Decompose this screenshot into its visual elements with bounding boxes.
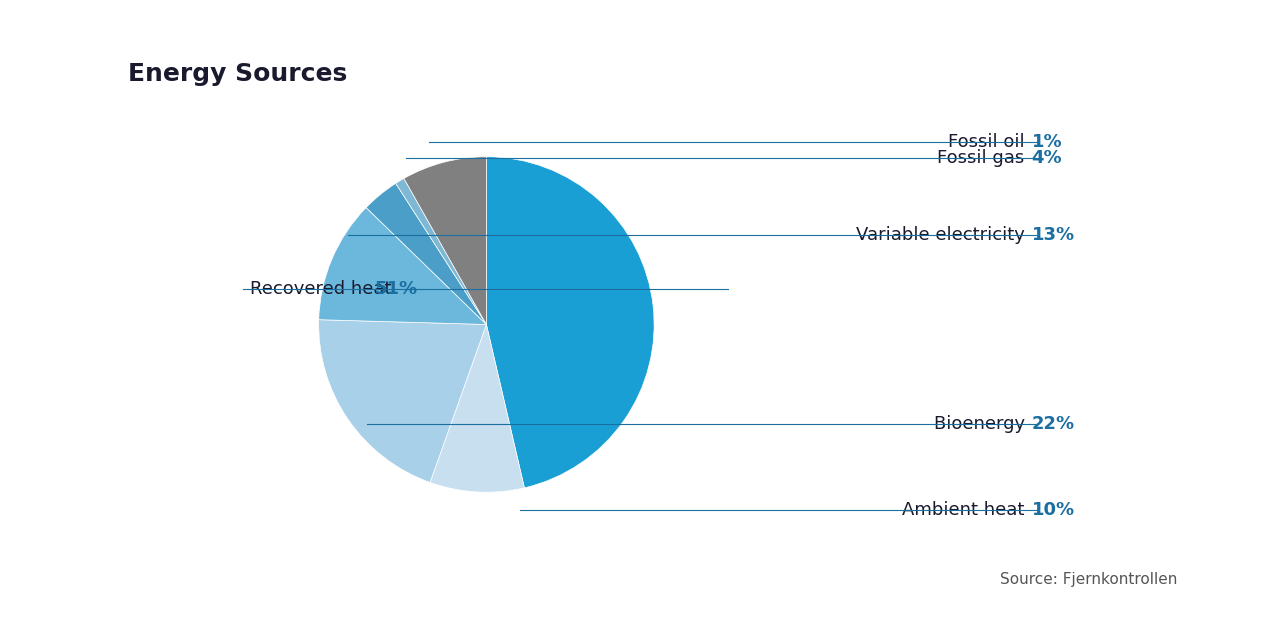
Text: Recovered heat: Recovered heat xyxy=(250,280,397,298)
Wedge shape xyxy=(396,178,486,324)
Text: Source: Fjernkontrollen: Source: Fjernkontrollen xyxy=(1000,572,1178,587)
Text: 13%: 13% xyxy=(1032,226,1075,244)
Text: 1%: 1% xyxy=(1032,133,1062,151)
Wedge shape xyxy=(319,319,486,482)
Text: 22%: 22% xyxy=(1032,415,1075,433)
Text: Energy Sources: Energy Sources xyxy=(128,62,347,86)
Text: Fossil oil: Fossil oil xyxy=(948,133,1030,151)
Text: 4%: 4% xyxy=(1032,149,1062,167)
Text: 51%: 51% xyxy=(375,280,419,298)
Text: 10%: 10% xyxy=(1032,501,1075,519)
Wedge shape xyxy=(430,324,525,492)
Wedge shape xyxy=(319,208,486,324)
Wedge shape xyxy=(366,183,486,324)
Wedge shape xyxy=(486,157,654,488)
Text: Ambient heat: Ambient heat xyxy=(902,501,1030,519)
Text: Bioenergy: Bioenergy xyxy=(933,415,1030,433)
Wedge shape xyxy=(404,157,486,324)
Text: Fossil gas: Fossil gas xyxy=(937,149,1030,167)
Text: Variable electricity: Variable electricity xyxy=(856,226,1030,244)
